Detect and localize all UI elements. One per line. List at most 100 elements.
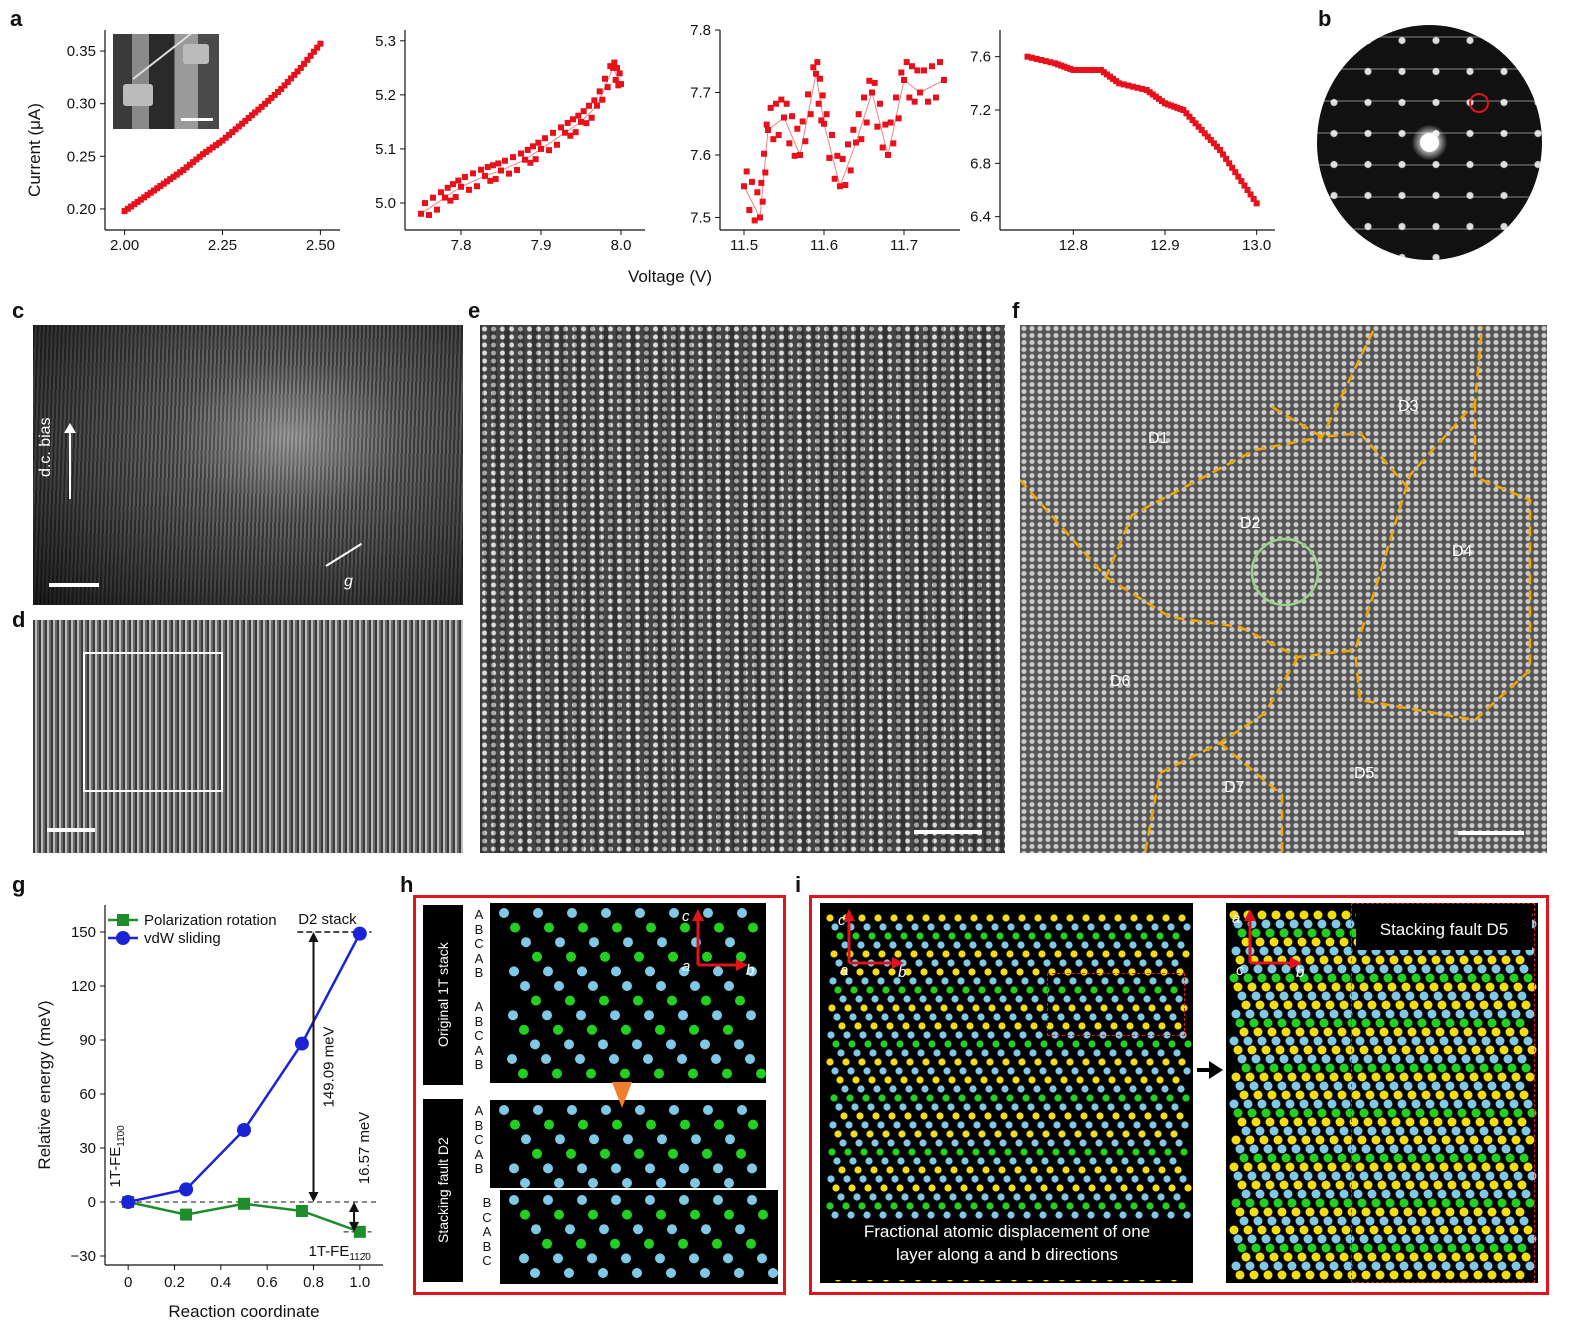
data-point [1180,107,1187,113]
atom [554,981,564,991]
data-point [1226,160,1233,167]
atom [1093,1193,1101,1201]
atom [1383,1036,1393,1046]
atom [1056,1184,1064,1192]
atom [1311,1252,1321,1262]
atom [1273,1261,1283,1271]
x-tick-label: 2.00 [110,237,139,254]
data-point [831,175,838,182]
atom [1511,1135,1521,1145]
atom [1142,1166,1150,1174]
atom [1045,1193,1053,1201]
atom [1319,1270,1329,1280]
atom [948,1076,956,1084]
atom [1301,1261,1311,1271]
atom [532,951,542,962]
x-tick-label: 1.0 [349,1274,370,1291]
atom [1411,1099,1421,1109]
data-point [502,157,508,164]
data-point [442,194,448,201]
y-tick-label: 5.1 [375,141,396,158]
atom [1519,1090,1529,1100]
atom [1035,1175,1043,1183]
atom [1521,1252,1531,1262]
data-point [751,217,758,224]
atom [1419,1054,1429,1064]
atom [1055,1211,1063,1219]
atom [896,1184,904,1192]
atom [1178,914,1186,922]
atom [1493,1063,1503,1073]
atom [691,1134,701,1145]
atom [1525,1135,1535,1145]
atom [657,1134,667,1145]
atom [1507,1000,1517,1010]
atom [1018,1202,1026,1210]
atom [1367,1000,1377,1010]
atom [982,1166,990,1174]
atom [1003,1175,1011,1183]
atom [1523,1162,1533,1172]
atom [1297,937,1307,947]
atom [1427,1009,1437,1019]
atom [1435,964,1445,974]
atom [1245,1198,1255,1208]
atom [836,1076,844,1084]
atom [1305,955,1315,965]
atom [1387,1234,1397,1244]
atom [909,977,917,985]
atom [1451,1126,1461,1136]
atom [1437,1126,1447,1136]
atom [1080,1112,1088,1120]
data-point [805,91,811,98]
atom [1467,1162,1477,1172]
atom [864,1040,872,1048]
scale-bar [181,118,213,121]
atom [1249,1207,1259,1217]
data-point [770,136,777,143]
data-point [450,181,456,188]
atom [1024,1040,1032,1048]
atom [1271,1099,1281,1109]
data-point [564,119,571,126]
data-point [180,167,187,173]
atom [1475,1117,1485,1127]
data-point [121,1195,136,1209]
atom [1503,1243,1513,1253]
data-point [817,75,823,82]
atom [588,981,598,991]
data-point [495,160,502,167]
atom [1459,1144,1469,1154]
atom [848,1184,856,1192]
atom [1016,968,1024,976]
atom [912,1184,920,1192]
atom [1231,1072,1241,1082]
data-point [310,48,317,55]
atom [931,959,939,967]
atom [940,1004,948,1012]
atom [1449,1027,1459,1037]
atom [1255,1252,1265,1262]
atom [1443,1045,1453,1055]
atom [1095,1139,1103,1147]
atom [1353,1189,1363,1199]
atom [970,1202,978,1210]
atom [645,1163,655,1174]
axis-c-label: c [1236,962,1244,979]
atom [1519,1153,1529,1163]
series-line [1027,56,1258,204]
data-point [524,146,531,153]
atom [1119,1067,1127,1075]
atom [1243,1099,1253,1109]
atom [1363,1117,1373,1127]
data-point [1229,164,1236,171]
atom [961,1013,969,1021]
atom [1491,1153,1501,1163]
atom [1469,1198,1479,1208]
atom [758,1209,768,1220]
atom [984,968,992,976]
atom [1015,1139,1023,1147]
data-point [866,77,873,84]
atom [866,986,874,994]
data-point [542,135,548,142]
